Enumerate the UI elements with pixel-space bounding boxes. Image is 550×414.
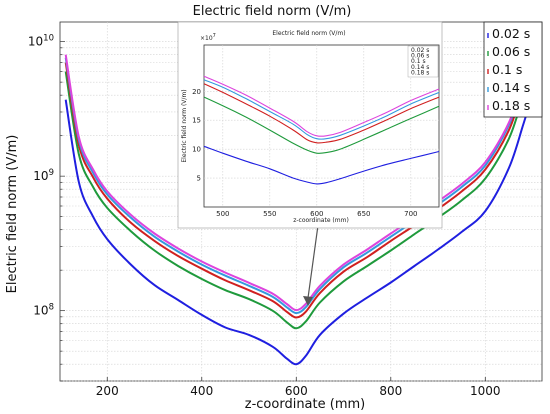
y-axis-label: Electric field norm (V/m) (5, 135, 20, 294)
inset-series-line-2 (203, 83, 440, 144)
y-tick-base: 10 (33, 169, 48, 183)
x-tick-label: 1000 (470, 384, 501, 398)
legend: 0.02 s 0.06 s 0.1 s 0.14 s 0.18 s (483, 21, 543, 118)
inset-x-tick-label: 700 (404, 210, 417, 218)
inset-legend: 0.02 s0.06 s0.1 s0.14 s0.18 s (407, 45, 439, 78)
x-tick-label: 400 (190, 384, 213, 398)
y-tick-exp: 10 (43, 34, 54, 44)
legend-entry-label: 0.02 s (492, 26, 530, 41)
legend-entry-label: 0.06 s (492, 44, 530, 59)
inset-x-axis-label: z-coordinate (mm) (293, 217, 349, 224)
inset-x-tick-label: 650 (357, 210, 370, 218)
legend-entry-label: 0.14 s (492, 80, 530, 95)
inset-y-tick-label: 20 (192, 88, 201, 96)
inset-chart: Electric field norm (V/m) ×107 500 550 600… (177, 21, 443, 229)
x-axis-ticks: 200 400 600 800 1000 (96, 377, 501, 398)
legend-entry-label: 0.1 s (492, 62, 522, 77)
inset-series-line-0 (203, 145, 440, 185)
inset-y-axis-ticks: 5 10 15 20 (192, 88, 201, 183)
inset-legend-entry-label: 0.18 s (411, 69, 429, 76)
y-tick-base: 10 (28, 35, 43, 49)
inset-legend-entry-label: 0.06 s (411, 53, 429, 60)
inset-series-line-3 (203, 79, 440, 140)
series-line-4 (64, 40, 540, 312)
x-tick-label: 600 (285, 384, 308, 398)
inset-legend-entry-label: 0.1 s (411, 58, 426, 65)
inset-y-tick-label: 5 (197, 175, 201, 183)
y-tick-base: 10 (33, 304, 48, 318)
inset-legend-box (407, 45, 439, 78)
inset-series-line-4 (203, 75, 440, 137)
inset-y-axis-label: Electric field norm (V/m) (181, 89, 188, 162)
inset-legend-entry-label: 0.14 s (411, 64, 429, 71)
inset-x-tick-label: 600 (310, 210, 323, 218)
inset-legend-entry-label: 0.02 s (411, 47, 429, 54)
inset-x-axis-ticks: 500 550 600 650 700 (216, 210, 417, 218)
x-tick-label: 800 (379, 384, 402, 398)
inset-y-tick-label: 15 (192, 117, 201, 125)
series-line-2 (64, 47, 540, 319)
x-axis-label: z-coordinate (mm) (245, 397, 365, 412)
inset-multiplier-exp: 7 (213, 33, 216, 39)
series-lines (64, 40, 540, 366)
series-line-3 (64, 42, 540, 315)
y-tick-label: 108 (33, 303, 54, 318)
y-tick-exp: 9 (49, 168, 54, 178)
series-line-0 (64, 81, 540, 366)
inset-series-line-1 (203, 96, 440, 154)
series-line-1 (64, 55, 540, 330)
inset-x-tick-label: 500 (216, 210, 229, 218)
x-tick-label: 200 (96, 384, 119, 398)
inset-multiplier-base: ×10 (200, 35, 213, 42)
y-tick-label: 109 (33, 168, 54, 183)
inset-x-tick-label: 550 (263, 210, 276, 218)
inset-series-lines (203, 75, 440, 185)
inset-plot-area (203, 44, 440, 208)
y-tick-label: 1010 (28, 34, 54, 49)
y-tick-exp: 8 (49, 303, 54, 313)
inset-multiplier: ×107 (200, 33, 216, 42)
inset-title: Electric field norm (V/m) (272, 30, 345, 37)
inset-pointer-arrow (303, 217, 320, 306)
inset-panel (177, 21, 443, 229)
chart-title: Electric field norm (V/m) (193, 4, 352, 19)
inset-y-tick-label: 10 (192, 146, 201, 154)
legend-entry-label: 0.18 s (492, 98, 530, 113)
legend-box (483, 21, 543, 118)
